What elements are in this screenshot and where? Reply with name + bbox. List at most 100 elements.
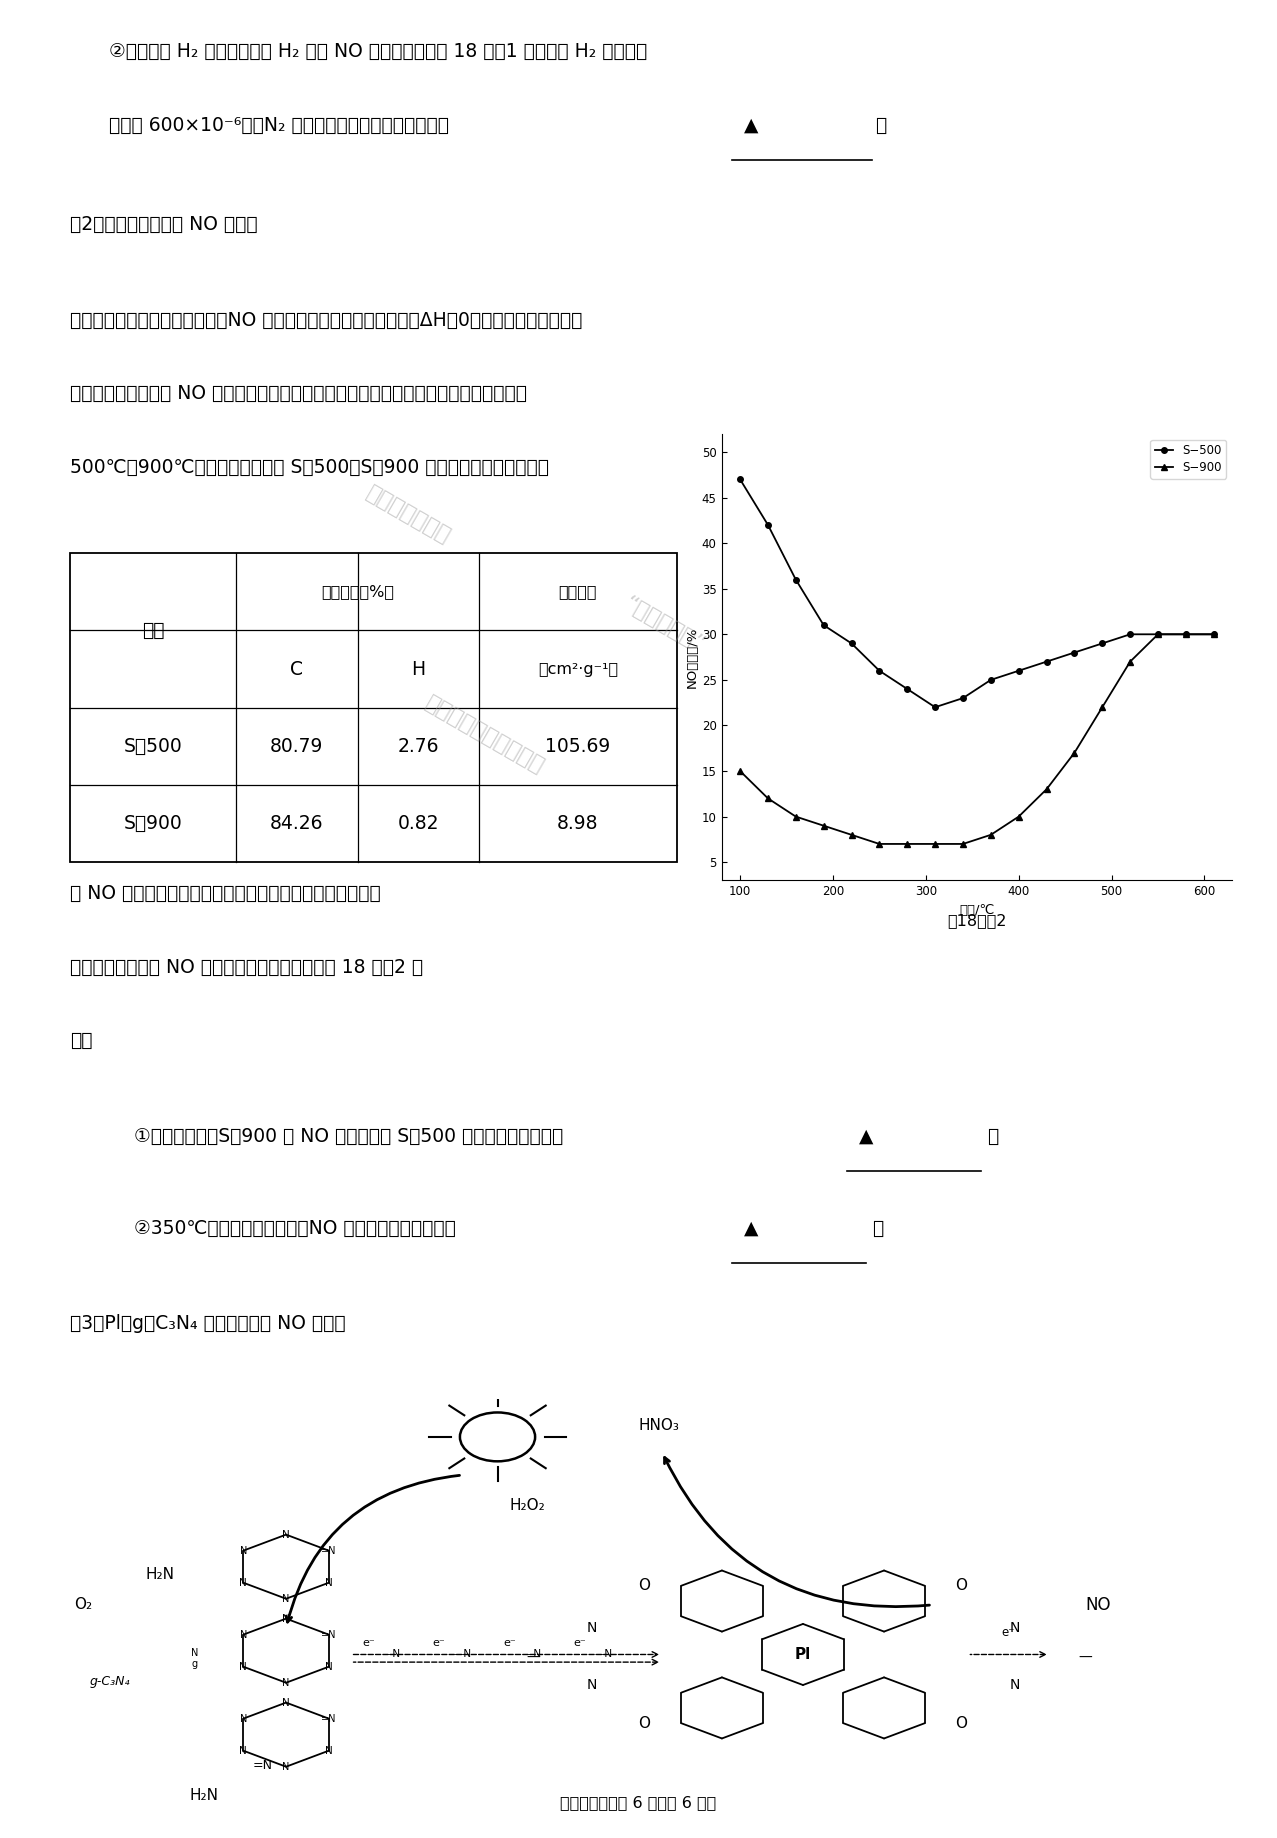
S−500	[955, 687, 971, 709]
Text: 105.69: 105.69	[545, 737, 610, 755]
Text: H₂N: H₂N	[189, 1788, 218, 1803]
Text: —N: —N	[594, 1649, 612, 1660]
X-axis label: 温度/℃: 温度/℃	[959, 904, 995, 917]
Text: ▲: ▲	[853, 1127, 880, 1145]
Text: 存在的官能团有利于 NO 的吸附，其数量与煤焦中氢碳质量比的值密切相关。热解温度为: 存在的官能团有利于 NO 的吸附，其数量与煤焦中氢碳质量比的值密切相关。热解温度…	[70, 384, 527, 403]
Text: N: N	[240, 1577, 248, 1588]
Text: —N: —N	[524, 1649, 541, 1660]
Text: N: N	[282, 1678, 290, 1687]
Text: N: N	[240, 1630, 246, 1639]
S−900	[760, 787, 775, 809]
Text: “高考早知道”: “高考早知道”	[621, 594, 707, 656]
Text: 煤焦: 煤焦	[142, 621, 165, 640]
S−500	[927, 697, 942, 719]
Text: —: —	[526, 1651, 540, 1665]
Text: 84.26: 84.26	[271, 814, 323, 833]
Text: N: N	[240, 1662, 248, 1673]
Text: 将原煤经热解、冷却得到煤焦，NO 的脱除主要含吸附和化学还原（ΔH＜0）两个过程，煤焦表面: 将原煤经热解、冷却得到煤焦，NO 的脱除主要含吸附和化学还原（ΔH＜0）两个过程…	[70, 311, 582, 329]
Text: Pl: Pl	[794, 1647, 811, 1662]
Text: 。: 。	[875, 116, 886, 134]
Text: （3）Pl－g－C₃N₄ 光催化氧化含 NO 烟气。: （3）Pl－g－C₃N₄ 光催化氧化含 NO 烟气。	[70, 1314, 346, 1333]
Text: O: O	[638, 1715, 650, 1731]
Text: ▲: ▲	[738, 116, 765, 134]
Circle shape	[460, 1412, 535, 1461]
Line: S−500: S−500	[737, 476, 1217, 709]
Text: 不同温度下，测得 NO 的脱除率与温度的关系如题 18 图－2 所: 不同温度下，测得 NO 的脱除率与温度的关系如题 18 图－2 所	[70, 958, 424, 976]
Text: HNO₃: HNO₃	[638, 1417, 679, 1434]
S−900	[927, 833, 942, 855]
Bar	[70, 553, 677, 862]
Text: e⁻: e⁻	[361, 1638, 374, 1649]
S−500	[1179, 623, 1194, 645]
Text: N: N	[282, 1594, 290, 1605]
Text: 8.98: 8.98	[557, 814, 599, 833]
Text: N: N	[282, 1698, 290, 1708]
Text: —N: —N	[453, 1649, 471, 1660]
Text: N
g: N g	[190, 1647, 198, 1669]
S−900	[1094, 697, 1110, 719]
S−500	[1122, 623, 1138, 645]
Text: （2）煤焦吸附还原含 NO 烟气。: （2）煤焦吸附还原含 NO 烟气。	[70, 215, 258, 233]
Text: O: O	[638, 1579, 650, 1594]
S−500	[899, 678, 914, 700]
Text: C: C	[290, 660, 304, 678]
S−500	[844, 632, 859, 654]
Text: =N: =N	[253, 1759, 272, 1772]
Text: N: N	[240, 1546, 246, 1555]
Text: ①相同温度下，S－900 对 NO 的脱除率比 S－500 的低，可能的原因是: ①相同温度下，S－900 对 NO 的脱除率比 S－500 的低，可能的原因是	[134, 1127, 563, 1145]
S−500	[1066, 641, 1082, 664]
Y-axis label: NO脱除率/%: NO脱除率/%	[686, 627, 699, 687]
S−900	[1205, 623, 1221, 645]
Text: ▲: ▲	[738, 1219, 765, 1237]
Text: e⁻: e⁻	[573, 1638, 586, 1649]
Text: =N: =N	[321, 1546, 337, 1555]
Text: （cm²·g⁻¹）: （cm²·g⁻¹）	[538, 662, 618, 676]
S−500	[788, 568, 803, 590]
S−900	[1011, 805, 1027, 827]
Text: —: —	[1078, 1651, 1092, 1665]
Text: N: N	[324, 1577, 332, 1588]
Text: S－500: S－500	[124, 737, 183, 755]
Text: H: H	[411, 660, 425, 678]
S−500	[872, 660, 888, 682]
S−900	[955, 833, 971, 855]
S−900	[733, 759, 748, 781]
Text: N: N	[1009, 1621, 1019, 1634]
S−900	[1151, 623, 1166, 645]
Text: 80.79: 80.79	[271, 737, 323, 755]
Text: 微信搜索小程序: 微信搜索小程序	[363, 483, 455, 546]
Text: N: N	[586, 1621, 596, 1634]
Text: 第一时间获取最新资料: 第一时间获取最新资料	[423, 693, 548, 777]
Text: O: O	[955, 1715, 968, 1731]
S−900	[816, 814, 831, 836]
Text: ②350℃后，随着温度升高，NO 的脱除率增大的原因是: ②350℃后，随着温度升高，NO 的脱除率增大的原因是	[134, 1219, 456, 1237]
S−900	[983, 823, 999, 845]
Text: =N: =N	[321, 1630, 337, 1639]
S−500	[1094, 632, 1110, 654]
S−500	[1205, 623, 1221, 645]
S−500	[816, 614, 831, 636]
S−900	[788, 805, 803, 827]
S−900	[1066, 743, 1082, 765]
Text: NO: NO	[1085, 1595, 1111, 1614]
Text: 。: 。	[872, 1219, 884, 1237]
Text: 元素分析（%）: 元素分析（%）	[321, 584, 395, 599]
Text: N: N	[282, 1761, 290, 1772]
Text: 。: 。	[987, 1127, 999, 1145]
Text: 比表面积: 比表面积	[558, 584, 598, 599]
Text: 0.82: 0.82	[397, 814, 439, 833]
S−500	[1011, 660, 1027, 682]
S−900	[899, 833, 914, 855]
Text: 示。: 示。	[70, 1031, 93, 1049]
Text: 题18图－2: 题18图－2	[948, 913, 1006, 928]
Text: H₂O₂: H₂O₂	[510, 1498, 545, 1513]
Text: 高三化学试卷第 6 页（共 6 页）: 高三化学试卷第 6 页（共 6 页）	[561, 1796, 716, 1810]
Text: N: N	[240, 1746, 248, 1755]
Text: N: N	[240, 1713, 246, 1724]
Text: e⁻: e⁻	[1002, 1627, 1015, 1639]
Text: ②某温度下 H₂ 的体积分数对 H₂ 还原 NO 反应的影响如题 18 图－1 所示。当 H₂ 的体积分: ②某温度下 H₂ 的体积分数对 H₂ 还原 NO 反应的影响如题 18 图－1 …	[109, 42, 646, 61]
Text: 500℃，900℃得到的煤焦分别用 S－500，S－900 表示，相关信息如下表：: 500℃，900℃得到的煤焦分别用 S－500，S－900 表示，相关信息如下表…	[70, 458, 549, 476]
S−900	[1179, 623, 1194, 645]
Text: 2.76: 2.76	[397, 737, 439, 755]
S−900	[1039, 777, 1055, 800]
